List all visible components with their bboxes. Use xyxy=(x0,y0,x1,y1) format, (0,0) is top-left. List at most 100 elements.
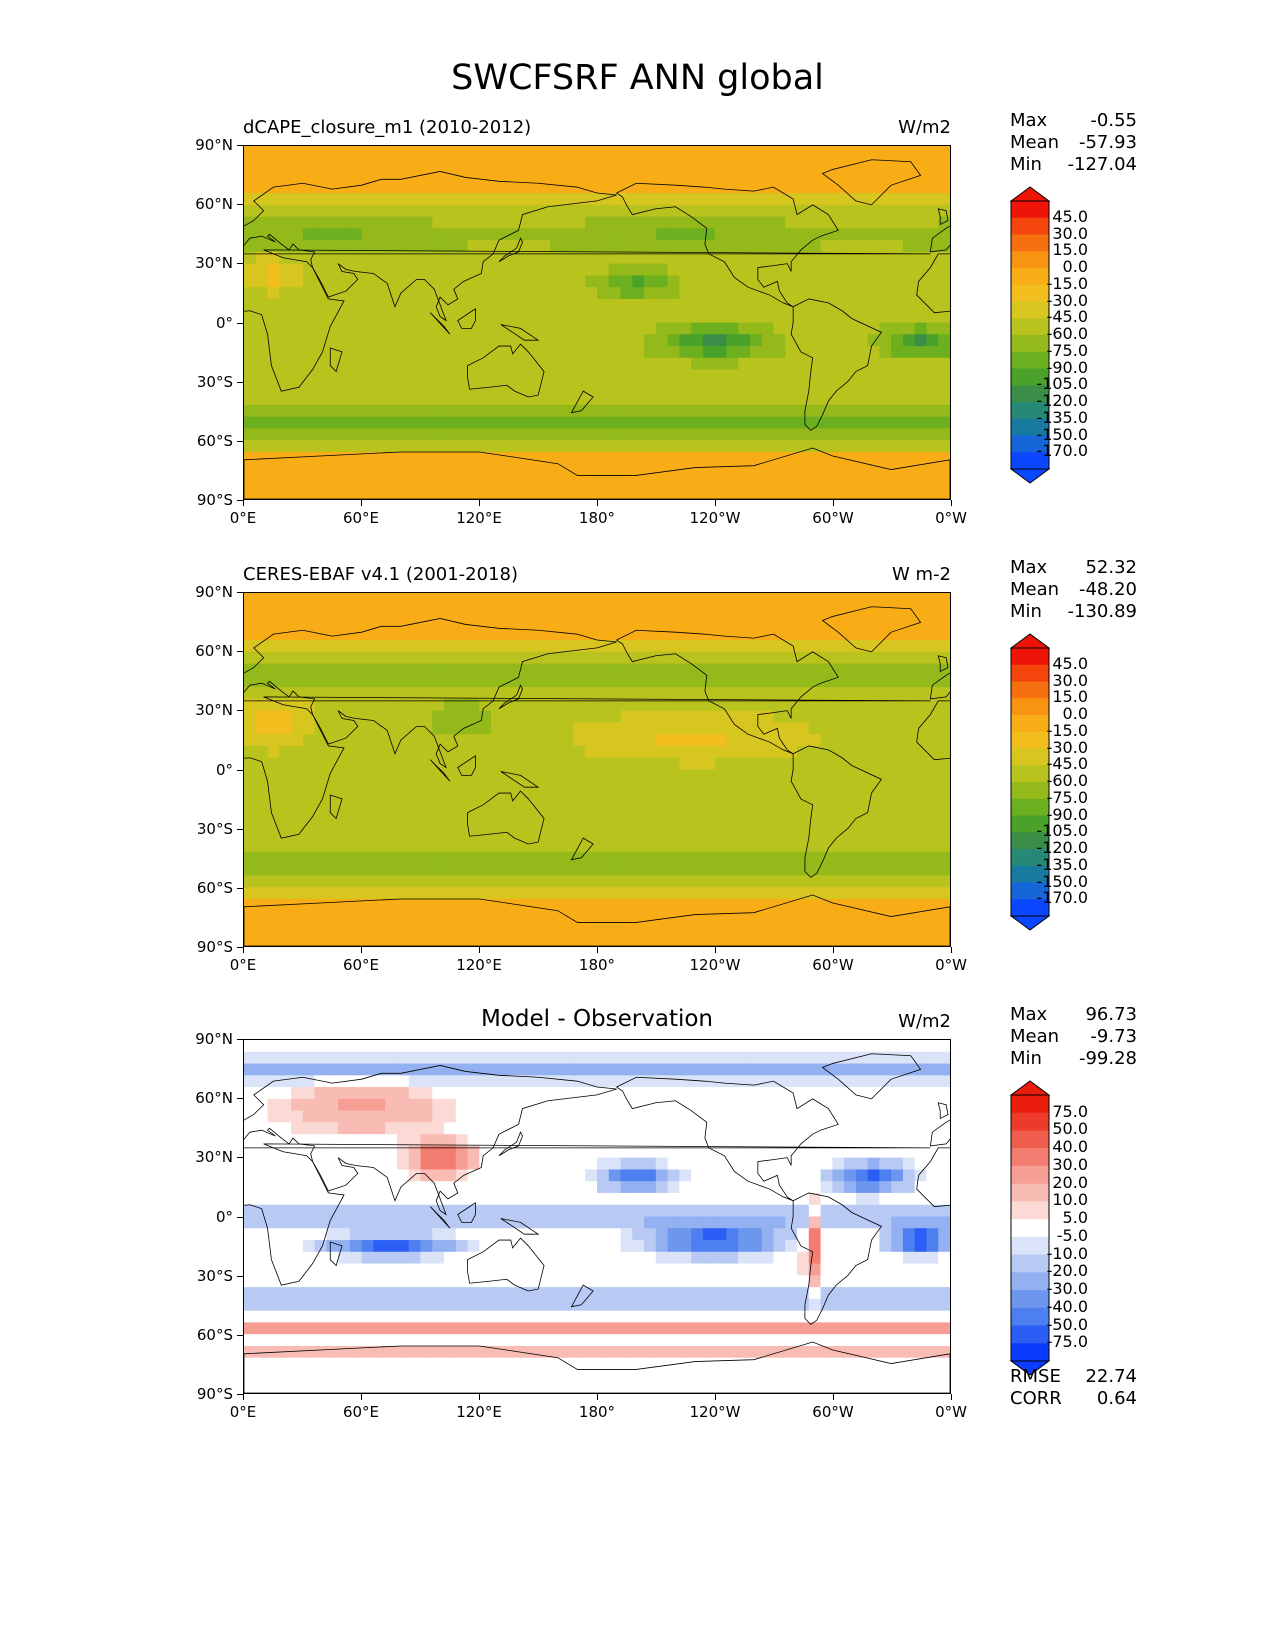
field-cell xyxy=(879,451,892,465)
field-cell xyxy=(396,1216,410,1229)
field-cell xyxy=(902,381,916,394)
field-cell xyxy=(926,804,939,818)
field-cell xyxy=(855,828,869,841)
field-cell xyxy=(385,663,398,676)
field-cell xyxy=(514,1098,527,1112)
field-cell xyxy=(244,593,257,606)
colorbar-swatch xyxy=(1011,251,1049,269)
field-cell xyxy=(867,428,880,441)
field-cell xyxy=(867,1181,880,1194)
field-cell xyxy=(467,1204,480,1218)
stat-label: Mean xyxy=(1010,132,1060,153)
field-cell xyxy=(291,169,304,182)
field-cell xyxy=(455,698,469,712)
field-cell xyxy=(608,393,622,406)
field-cell xyxy=(773,1192,786,1206)
field-cell xyxy=(938,816,950,829)
field-cell xyxy=(385,1216,398,1229)
field-cell xyxy=(632,475,645,488)
field-cell xyxy=(691,687,704,700)
field-cell xyxy=(679,910,692,924)
field-cell xyxy=(797,1063,810,1076)
field-cell xyxy=(726,757,739,771)
field-cell xyxy=(667,346,680,359)
field-cell xyxy=(749,1251,763,1265)
field-cell xyxy=(608,698,622,712)
field-cell xyxy=(538,1051,551,1065)
field-cell xyxy=(938,1145,950,1159)
field-cell xyxy=(914,381,928,394)
field-cell xyxy=(479,875,492,888)
field-cell xyxy=(314,675,327,688)
field-cell xyxy=(467,593,480,606)
field-cell xyxy=(373,1040,386,1053)
field-cell xyxy=(526,1098,539,1112)
field-cell xyxy=(785,887,798,900)
field-cell xyxy=(797,463,810,477)
colorbar-label: -135.0 xyxy=(1036,407,1088,427)
field-cell xyxy=(444,710,457,723)
field-cell xyxy=(738,357,751,371)
field-cell xyxy=(820,757,833,771)
field-cell xyxy=(749,1228,763,1241)
field-cell xyxy=(267,604,280,618)
field-cell xyxy=(902,698,916,712)
field-cell xyxy=(244,1145,257,1159)
field-cell xyxy=(891,804,904,818)
field-cell xyxy=(467,1240,480,1253)
field-cell xyxy=(879,369,892,382)
field-cell xyxy=(714,275,728,288)
colorbar-swatch xyxy=(1011,418,1049,437)
field-cell xyxy=(914,1240,928,1253)
field-cell xyxy=(561,251,575,265)
field-cell xyxy=(914,1098,928,1112)
field-cell xyxy=(726,1192,739,1206)
field-cell xyxy=(526,1063,539,1076)
field-cell xyxy=(314,1051,327,1065)
field-cell xyxy=(738,1110,751,1123)
field-cell xyxy=(573,1063,586,1076)
field-cell xyxy=(844,181,857,194)
field-cell xyxy=(349,875,363,888)
field-cell xyxy=(655,275,669,288)
field-cell xyxy=(761,157,775,171)
field-cell xyxy=(561,275,575,288)
field-cell xyxy=(726,451,739,465)
field-cell xyxy=(891,1181,904,1194)
field-cell xyxy=(561,1251,575,1265)
field-cell xyxy=(385,1110,398,1123)
field-cell xyxy=(502,298,516,312)
field-cell xyxy=(338,616,351,629)
field-cell xyxy=(538,251,551,265)
field-cell xyxy=(467,851,480,865)
field-cell xyxy=(326,193,339,206)
field-cell xyxy=(714,887,728,900)
field-cell xyxy=(761,1228,775,1241)
colorbar-swatch xyxy=(1011,435,1049,453)
field-cell xyxy=(420,1157,433,1170)
field-cell xyxy=(797,1263,810,1276)
field-cell xyxy=(455,1134,469,1147)
field-cell xyxy=(902,310,916,324)
field-cell xyxy=(844,1216,857,1229)
field-cell xyxy=(938,404,950,418)
field-cell xyxy=(291,275,304,288)
field-cell xyxy=(526,934,539,946)
field-cell xyxy=(726,593,739,606)
field-cell xyxy=(361,251,375,265)
field-cell xyxy=(385,1087,398,1100)
field-cell xyxy=(808,357,822,371)
field-cell xyxy=(338,663,351,676)
stat-value: -48.20 xyxy=(1078,579,1137,600)
field-cell xyxy=(667,1157,680,1170)
field-cell xyxy=(632,204,645,218)
field-cell xyxy=(691,298,704,312)
field-cell xyxy=(667,369,680,382)
field-cell xyxy=(797,828,810,841)
field-cell xyxy=(291,1063,304,1076)
field-cell xyxy=(914,640,928,653)
field-cell xyxy=(714,1228,728,1241)
field-cell xyxy=(879,781,892,794)
field-cell xyxy=(597,1251,610,1265)
field-cell xyxy=(455,1251,469,1265)
